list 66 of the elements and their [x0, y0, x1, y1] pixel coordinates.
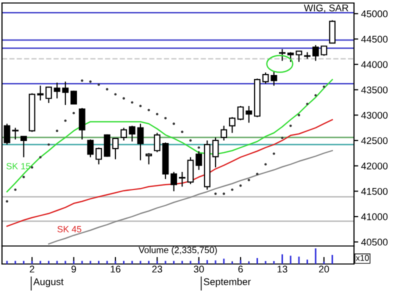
- candlestick: [20, 136, 27, 158]
- line-series: [48, 150, 333, 245]
- candlestick: [212, 136, 219, 168]
- candlestick: [170, 171, 178, 192]
- point: [114, 93, 117, 96]
- candlestick: [187, 156, 194, 185]
- point: [89, 80, 92, 83]
- y-tick-label: 41000: [361, 213, 388, 220]
- point: [30, 166, 34, 169]
- point: [130, 101, 134, 104]
- candlestick: [178, 171, 186, 188]
- candlestick: [279, 48, 286, 62]
- line-series: [6, 78, 333, 192]
- point: [6, 200, 8, 203]
- y-tick-label: 41500: [361, 188, 388, 195]
- y-tick-label: 42500: [361, 137, 388, 144]
- point: [272, 152, 276, 155]
- candlestick: [120, 127, 128, 142]
- y-tick-label: 43000: [361, 112, 388, 119]
- point: [180, 130, 184, 134]
- text: September: [204, 278, 251, 288]
- chart-title: WIG, SAR: [304, 4, 348, 13]
- y-tick-label: 45000: [361, 10, 388, 18]
- y-tick-label: 43500: [361, 86, 388, 94]
- x-tick-label: 2: [30, 266, 34, 272]
- x-tick-label: 6: [238, 266, 243, 273]
- candlestick: [304, 52, 311, 60]
- candlestick: [329, 20, 336, 44]
- annotation: Volume (2,335,750): [138, 246, 217, 255]
- candlestick: [78, 107, 86, 140]
- y-tick-label: 44000: [361, 61, 388, 68]
- x-tick-label: 13: [278, 266, 288, 273]
- text: August: [33, 278, 64, 288]
- point: [164, 116, 167, 120]
- x-tick-label: 9: [71, 266, 76, 273]
- point: [64, 119, 67, 122]
- text: x10: [356, 254, 369, 261]
- x-tick-label: 23: [152, 266, 162, 273]
- candlestick: [220, 125, 228, 142]
- candlestick: [96, 147, 102, 165]
- point: [239, 184, 242, 187]
- point: [14, 188, 17, 191]
- y-tick-label: 44500: [361, 36, 388, 43]
- point: [314, 94, 317, 97]
- series-label: SK 45: [57, 226, 82, 232]
- candlestick: [70, 90, 77, 106]
- y-tick-label: 42000: [361, 162, 388, 170]
- candlestick: [87, 138, 94, 158]
- candlestick: [12, 127, 19, 140]
- x-tick-label: 16: [110, 266, 120, 273]
- point: [298, 114, 300, 116]
- point: [156, 112, 158, 116]
- candlestick: [196, 150, 202, 170]
- line-series: [6, 119, 333, 227]
- x-tick-label: 30: [194, 266, 204, 273]
- candlestick: [45, 86, 52, 104]
- candlestick: [146, 152, 152, 165]
- candlestick: [228, 116, 236, 134]
- y-tick-label: 40500: [361, 238, 388, 246]
- candlestick: [154, 132, 160, 153]
- point: [80, 79, 84, 82]
- point: [56, 130, 58, 132]
- point: [264, 163, 267, 166]
- point: [248, 178, 250, 182]
- point: [198, 146, 200, 149]
- x-tick-label: 20: [319, 266, 329, 273]
